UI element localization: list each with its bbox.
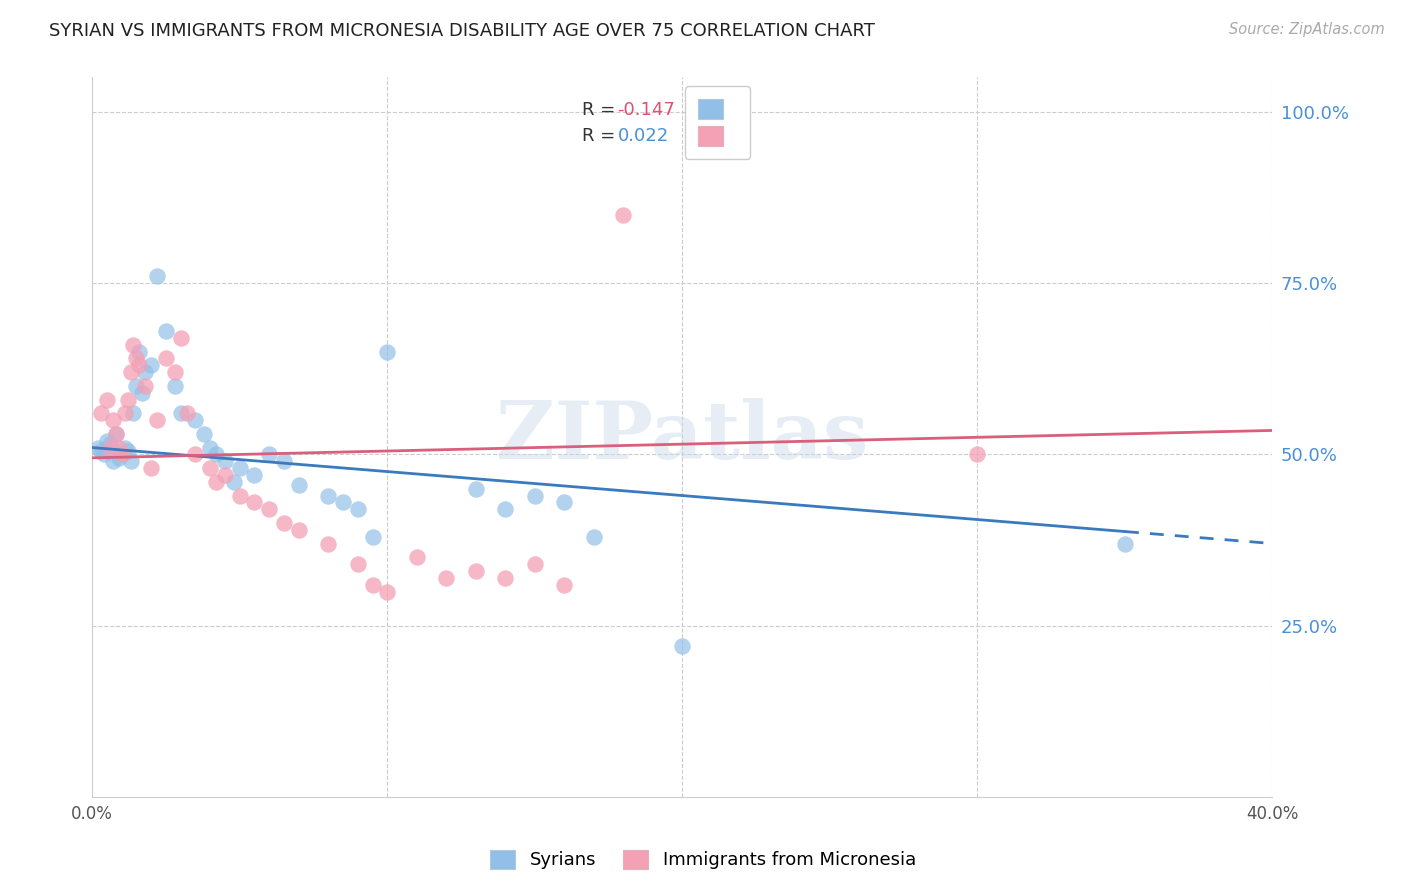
Point (200, 441, 222, 455)
Point (582, 530, 605, 544)
Point (316, 489, 339, 503)
Text: N =: N = (671, 128, 728, 145)
Point (87, 441, 110, 455)
Point (214, 468, 236, 483)
Point (155, 351, 177, 366)
Point (494, 571, 516, 585)
Point (163, 365, 186, 379)
Point (101, 413, 124, 427)
Point (120, 365, 142, 379)
Point (214, 454, 236, 468)
Point (107, 441, 129, 455)
Point (464, 564, 486, 578)
Text: SYRIAN VS IMMIGRANTS FROM MICRONESIA DISABILITY AGE OVER 75 CORRELATION CHART: SYRIAN VS IMMIGRANTS FROM MICRONESIA DIS… (49, 22, 875, 40)
Text: N =: N = (671, 101, 728, 119)
Point (111, 447, 134, 461)
Point (104, 426, 127, 441)
Point (523, 489, 546, 503)
Point (125, 379, 148, 393)
Text: 0.022: 0.022 (617, 128, 669, 145)
Point (146, 269, 169, 284)
Point (131, 385, 153, 400)
Point (612, 208, 634, 222)
Point (361, 530, 384, 544)
Legend: Syrians, Immigrants from Micronesia: Syrians, Immigrants from Micronesia (481, 841, 925, 879)
Point (494, 502, 516, 516)
Point (117, 392, 139, 407)
Point (332, 495, 354, 509)
Point (243, 468, 266, 483)
Point (134, 379, 156, 393)
Point (523, 557, 546, 571)
Point (90, 444, 112, 458)
Point (228, 461, 250, 475)
Text: Source: ZipAtlas.com: Source: ZipAtlas.com (1229, 22, 1385, 37)
Point (141, 359, 163, 373)
Point (257, 502, 280, 516)
Point (96, 392, 118, 407)
Point (117, 444, 139, 458)
Point (287, 478, 309, 492)
Point (316, 536, 339, 550)
Text: 41: 41 (724, 128, 748, 145)
Point (205, 475, 228, 489)
Point (98, 437, 121, 451)
Text: R =: R = (582, 101, 621, 119)
Point (101, 454, 124, 468)
Point (464, 482, 486, 496)
Point (122, 406, 145, 420)
Point (170, 331, 193, 345)
Point (114, 441, 136, 455)
Point (96, 434, 118, 448)
Point (434, 571, 457, 585)
Point (243, 495, 266, 509)
Point (134, 365, 156, 379)
Point (184, 413, 207, 427)
Point (375, 344, 398, 359)
Point (553, 577, 575, 591)
Point (966, 447, 988, 461)
Point (361, 577, 384, 591)
Point (184, 447, 207, 461)
Point (146, 413, 169, 427)
Point (163, 379, 186, 393)
Point (222, 475, 245, 489)
Legend: , : , (685, 87, 751, 159)
Point (228, 489, 250, 503)
Point (176, 406, 198, 420)
Point (553, 495, 575, 509)
Point (141, 461, 163, 475)
Point (346, 502, 368, 516)
Point (114, 406, 136, 420)
Point (375, 584, 398, 599)
Point (671, 640, 693, 654)
Point (104, 426, 127, 441)
Text: 45: 45 (724, 101, 748, 119)
Point (287, 523, 309, 537)
Point (155, 324, 177, 338)
Point (405, 550, 427, 565)
Point (128, 344, 150, 359)
Point (98, 441, 121, 455)
Point (346, 557, 368, 571)
Point (273, 454, 295, 468)
Point (193, 426, 215, 441)
Point (257, 447, 280, 461)
Point (273, 516, 295, 530)
Point (200, 461, 222, 475)
Point (111, 447, 134, 461)
Point (170, 406, 193, 420)
Point (128, 359, 150, 373)
Point (93, 447, 115, 461)
Text: ZIPatlas: ZIPatlas (496, 399, 869, 476)
Point (205, 447, 228, 461)
Point (125, 351, 148, 366)
Point (90, 406, 112, 420)
Text: -0.147: -0.147 (617, 101, 675, 119)
Point (1114, 536, 1136, 550)
Point (107, 450, 129, 465)
Text: R =: R = (582, 128, 621, 145)
Point (122, 338, 145, 352)
Point (120, 454, 142, 468)
